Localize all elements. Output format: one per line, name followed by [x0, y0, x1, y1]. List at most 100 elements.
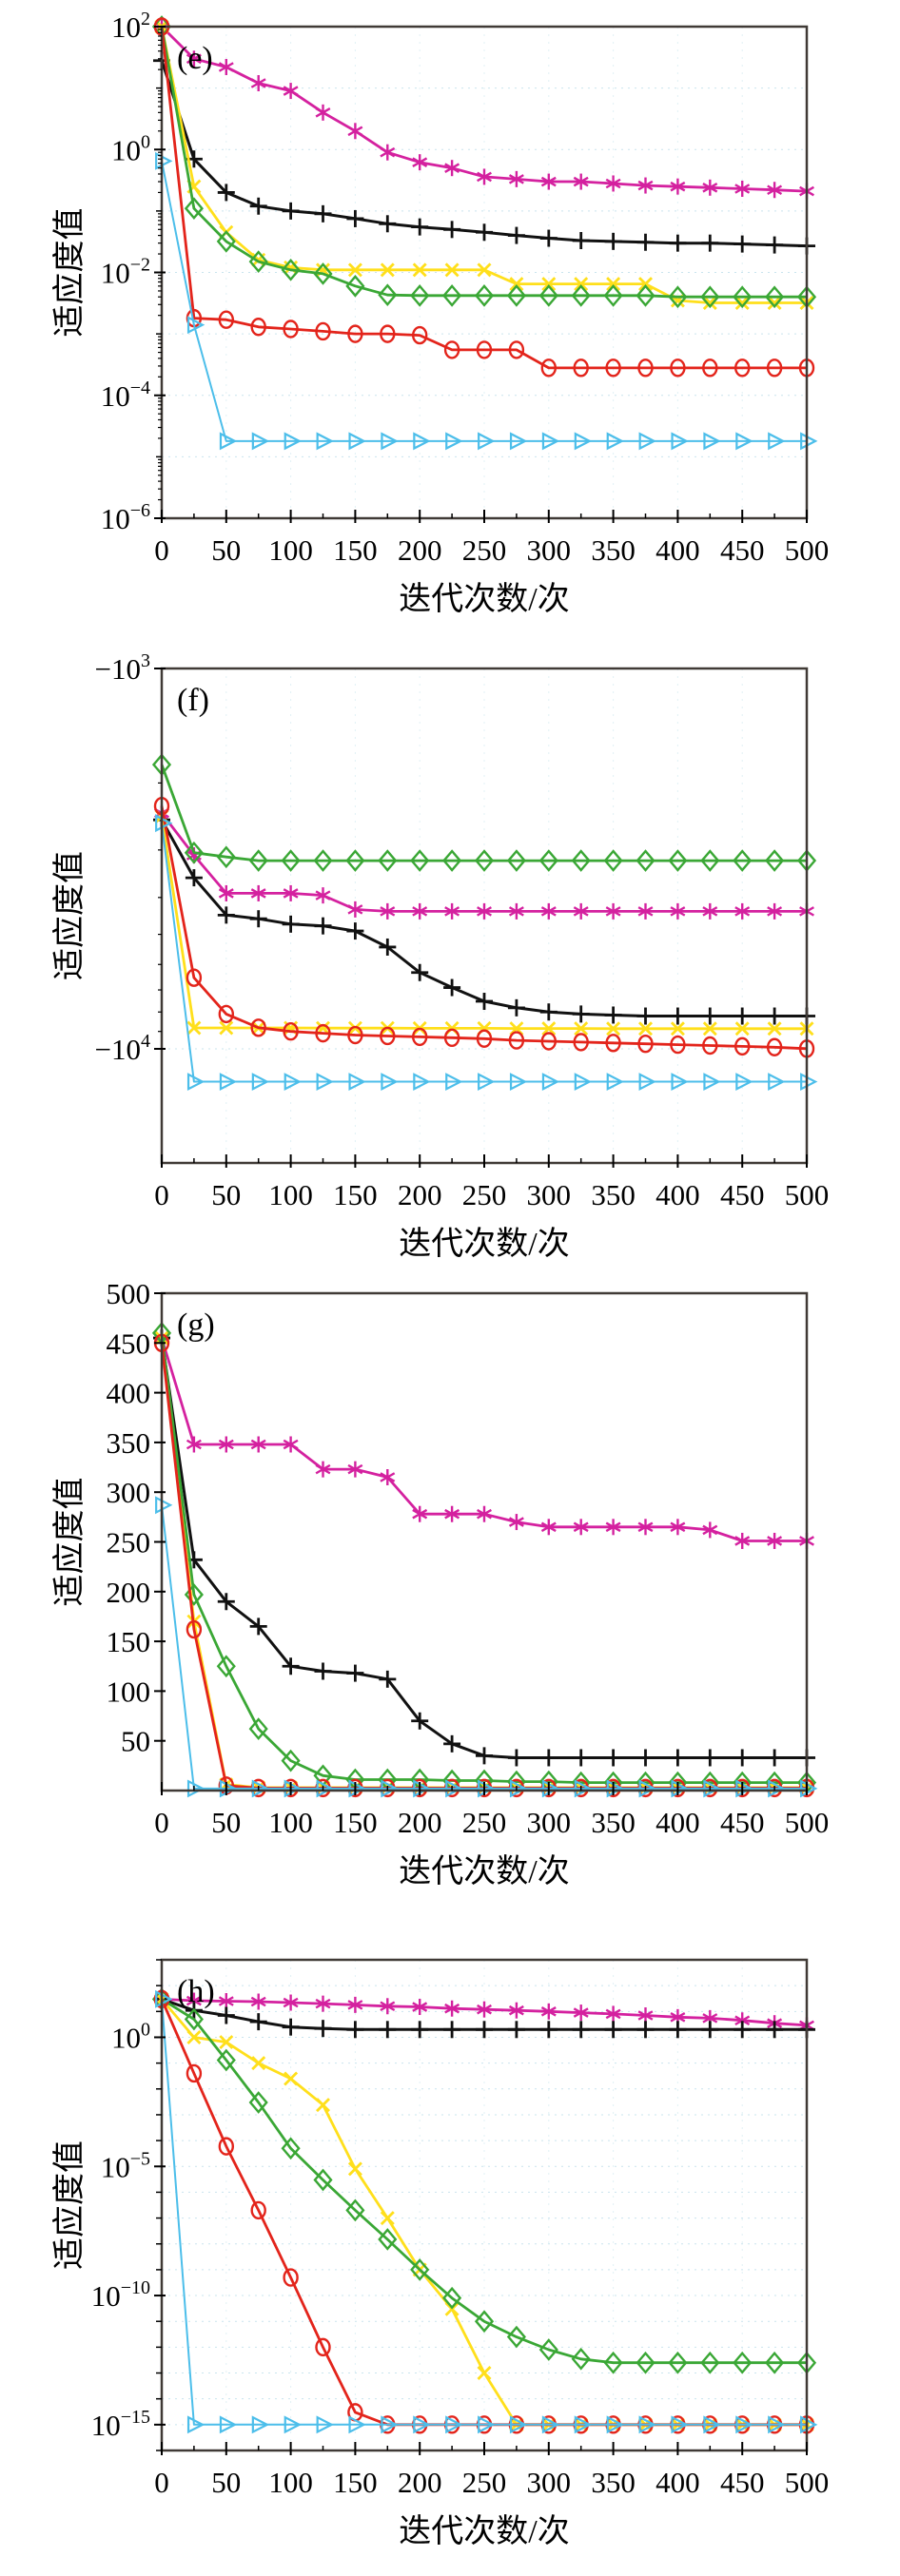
x-tick-label: 0 [154, 1806, 169, 1839]
y-tick-label: 100 [111, 2019, 150, 2054]
x-tick-label: 250 [462, 2466, 507, 2499]
x-tick-label: 200 [398, 1178, 442, 1211]
chart-f-canvas: 0 50 100 150 200 250 300 350 400 450 500 −103 −104 (f… [51, 650, 830, 1262]
y-tick-label: 150 [107, 1625, 151, 1658]
series-red-circle [153, 17, 815, 378]
x-tick-label: 50 [211, 1178, 241, 1211]
series-red-circle [153, 1333, 815, 1798]
y-tick-label: 100 [107, 1675, 151, 1708]
series-cyan-triangle [155, 1989, 818, 2434]
x-tick-label: 100 [268, 1806, 313, 1839]
chart-h-canvas: 0 50 100 150 200 250 300 350 400 450 500 100 10−5 10−… [51, 1958, 830, 2549]
x-tick-label: 450 [720, 1806, 765, 1839]
x-tick-label: 300 [527, 2466, 572, 2499]
x-tick-label: 150 [333, 1178, 378, 1211]
x-tick-label: 400 [655, 2466, 700, 2499]
x-axis-title: 迭代次数/次 [399, 581, 569, 617]
y-tick-label: 200 [107, 1576, 151, 1609]
x-tick-label: 500 [785, 1806, 830, 1839]
x-tick-label: 400 [655, 1806, 700, 1839]
series-green-diamond [151, 1321, 817, 1794]
plot-border [160, 1291, 809, 1792]
chart-block-e: 0 50 100 150 200 250 300 350 400 450 500 102 100 10−2… [0, 0, 900, 628]
y-tick-label: 10−6 [101, 500, 150, 535]
x-tick-label: 300 [527, 1806, 572, 1839]
x-tick-label: 150 [333, 533, 378, 567]
series-black-plus [153, 811, 815, 1025]
x-axis-title: 迭代次数/次 [399, 1226, 569, 1262]
x-tick-label: 350 [591, 1178, 636, 1211]
y-tick-label: 10−15 [91, 2407, 150, 2442]
x-tick-label: 100 [268, 2466, 313, 2499]
series-cyan-triangle [155, 814, 818, 1091]
axes: 0 50 100 150 200 250 300 350 400 450 500 100 10−5 10−… [91, 1959, 830, 2499]
x-tick-label: 50 [211, 2466, 241, 2499]
subplot-label: (g) [177, 1307, 215, 1343]
y-tick-label: −103 [95, 650, 150, 686]
x-tick-label: 300 [527, 1178, 572, 1211]
x-tick-label: 350 [591, 533, 636, 567]
x-tick-label: 250 [462, 533, 507, 567]
axes: 0 50 100 150 200 250 300 350 400 450 500 500 450 400 3… [107, 1279, 830, 1839]
gridlines [162, 1960, 807, 2450]
x-tick-label: 50 [211, 533, 241, 567]
series-green-diamond [151, 1987, 817, 2374]
y-tick-label: 10−2 [101, 255, 150, 290]
x-tick-label: 450 [720, 1178, 765, 1211]
chart-block-h: 0 50 100 150 200 250 300 350 400 450 500 100 10−5 10−… [0, 1921, 900, 2576]
series-green-diamond [151, 15, 817, 309]
y-tick-label: 350 [107, 1426, 151, 1460]
x-tick-label: 0 [154, 533, 169, 567]
x-tick-label: 50 [211, 1806, 241, 1839]
x-tick-label: 400 [655, 533, 700, 567]
y-tick-label: 10−5 [101, 2148, 150, 2183]
x-tick-label: 200 [398, 1806, 442, 1839]
x-axis-title: 迭代次数/次 [399, 1853, 569, 1889]
x-tick-label: 0 [154, 1178, 169, 1211]
y-tick-label: 500 [107, 1279, 151, 1310]
y-tick-label: −104 [95, 1031, 150, 1066]
chart-e-canvas: 0 50 100 150 200 250 300 350 400 450 500 102 100 10−2… [51, 9, 830, 617]
y-tick-label: 50 [121, 1725, 150, 1758]
x-tick-label: 150 [333, 2466, 378, 2499]
y-tick-label: 400 [107, 1377, 151, 1410]
x-tick-label: 350 [591, 1806, 636, 1839]
series-cyan-triangle [155, 1496, 818, 1798]
gridlines [162, 27, 807, 518]
x-tick-label: 200 [398, 2466, 442, 2499]
y-tick-label: 450 [107, 1327, 151, 1360]
subplot-label: (f) [177, 683, 209, 718]
x-tick-label: 200 [398, 533, 442, 567]
x-tick-label: 250 [462, 1178, 507, 1211]
y-tick-label: 250 [107, 1526, 151, 1559]
y-axis-title: 适应度值 [51, 851, 88, 980]
x-tick-label: 100 [268, 1178, 313, 1211]
chart-block-f: 0 50 100 150 200 250 300 350 400 450 500 −103 −104 (f… [0, 628, 900, 1279]
y-axis-title: 适应度值 [51, 2140, 88, 2270]
x-tick-label: 350 [591, 2466, 636, 2499]
series-green-diamond [151, 753, 817, 872]
series-cyan-triangle [155, 151, 818, 451]
x-tick-label: 400 [655, 1178, 700, 1211]
series-magenta-asterisk [154, 1329, 814, 1549]
x-tick-label: 0 [154, 2466, 169, 2499]
x-tick-label: 500 [785, 2466, 830, 2499]
x-axis-title: 迭代次数/次 [399, 2513, 569, 2549]
gridlines [162, 668, 807, 1163]
x-tick-label: 150 [333, 1806, 378, 1839]
y-axis-title: 适应度值 [51, 208, 88, 338]
series-black-plus [153, 1329, 815, 1767]
y-tick-label: 10−10 [91, 2277, 150, 2313]
series-magenta-asterisk [154, 18, 814, 200]
x-tick-label: 450 [720, 533, 765, 567]
x-tick-label: 450 [720, 2466, 765, 2499]
x-tick-label: 250 [462, 1806, 507, 1839]
y-tick-label: 10−4 [101, 378, 150, 413]
axes: 0 50 100 150 200 250 300 350 400 450 500 102 100 10−2… [101, 9, 830, 567]
series-black-plus [153, 51, 815, 255]
y-tick-label: 300 [107, 1476, 151, 1509]
axes: 0 50 100 150 200 250 300 350 400 450 500 −103 −104 [95, 650, 830, 1211]
x-tick-label: 500 [785, 1178, 830, 1211]
subplot-label: (h) [177, 1974, 215, 2009]
